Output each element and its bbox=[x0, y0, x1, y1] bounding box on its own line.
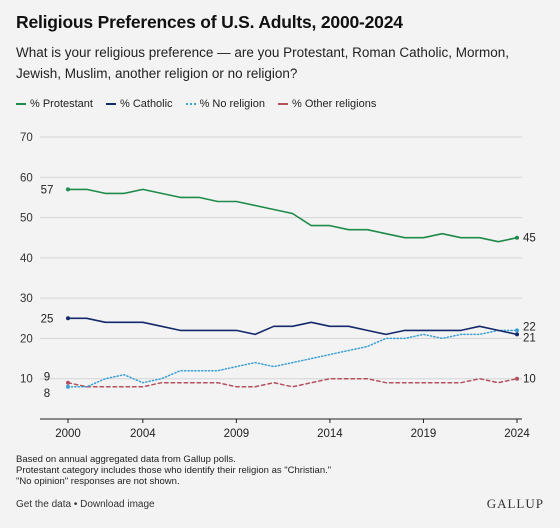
start-label-protestant: 57 bbox=[41, 184, 54, 196]
legend-label-catholic: % Catholic bbox=[119, 98, 173, 110]
download-image-link[interactable]: Download image bbox=[80, 499, 155, 510]
y-tick-label: 30 bbox=[20, 293, 33, 305]
end-label-no_religion: 22 bbox=[523, 321, 536, 333]
chart-subtitle: What is your religious preference — are … bbox=[16, 45, 509, 81]
y-tick-label: 10 bbox=[20, 374, 33, 386]
legend-item-protestant: % Protestant bbox=[16, 98, 93, 110]
start-point-other bbox=[66, 380, 70, 385]
series-line-catholic bbox=[67, 317, 518, 336]
series-line-protestant bbox=[67, 188, 518, 243]
end-label-protestant: 45 bbox=[523, 233, 536, 245]
gallup-logo: GALLUP bbox=[486, 496, 544, 511]
series-line-other bbox=[67, 377, 518, 388]
line-chart: 10 20 30 40 50 60 70 2000 2004 2009 2014 2019 2024 57… bbox=[20, 132, 536, 440]
end-point-other bbox=[515, 376, 519, 381]
legend-swatch-other-religions bbox=[277, 103, 288, 105]
legend-swatch-no-religion bbox=[185, 103, 196, 105]
start-label-catholic: 25 bbox=[41, 313, 54, 325]
x-tick-label: 2024 bbox=[504, 428, 530, 440]
end-point-catholic bbox=[515, 332, 519, 337]
start-point-no_religion bbox=[66, 384, 70, 389]
x-tick-label: 2019 bbox=[411, 428, 437, 440]
legend-item-catholic: % Catholic bbox=[105, 98, 173, 110]
series-line-no_religion bbox=[67, 329, 518, 388]
note-protestant-definition: Protestant category includes those who i… bbox=[16, 465, 332, 476]
end-point-no_religion bbox=[515, 328, 519, 333]
note-source: Based on annual aggregated data from Gal… bbox=[16, 454, 236, 465]
start-label-other: 9 bbox=[44, 372, 50, 384]
y-tick-label: 60 bbox=[20, 172, 33, 184]
y-tick-label: 40 bbox=[20, 253, 33, 265]
y-tick-label: 70 bbox=[20, 132, 33, 144]
legend-item-no-religion: % No religion bbox=[185, 98, 265, 110]
x-tick-label: 2009 bbox=[224, 428, 250, 440]
end-point-protestant bbox=[515, 235, 519, 240]
legend-swatch-catholic bbox=[105, 103, 116, 105]
legend-swatch-protestant bbox=[16, 103, 26, 105]
chart-notes: Based on annual aggregated data from Gal… bbox=[16, 454, 331, 487]
x-tick-label: 2004 bbox=[130, 428, 156, 440]
chart-title: Religious Preferences of U.S. Adults, 20… bbox=[16, 12, 403, 32]
y-tick-label: 50 bbox=[20, 213, 33, 225]
legend-label-no-religion: % No religion bbox=[199, 98, 265, 110]
legend-label-other-religions: % Other religions bbox=[291, 98, 377, 110]
link-separator: • bbox=[71, 499, 81, 510]
y-tick-label: 20 bbox=[20, 333, 33, 345]
legend-label-protestant: % Protestant bbox=[30, 98, 93, 110]
note-no-opinion: "No opinion" responses are not shown. bbox=[16, 476, 180, 487]
end-label-other: 10 bbox=[523, 374, 536, 386]
legend-item-other-religions: % Other religions bbox=[277, 98, 377, 110]
legend: % Protestant % Catholic % No religion % … bbox=[16, 98, 389, 110]
end-label-catholic: 21 bbox=[523, 332, 536, 344]
footer-links: Get the data • Download image bbox=[16, 499, 155, 510]
start-point-protestant bbox=[66, 187, 70, 192]
start-point-catholic bbox=[66, 316, 70, 321]
start-label-no_religion: 8 bbox=[44, 388, 50, 400]
x-tick-label: 2000 bbox=[55, 428, 81, 440]
x-tick-label: 2014 bbox=[317, 428, 343, 440]
get-data-link[interactable]: Get the data bbox=[16, 499, 72, 510]
